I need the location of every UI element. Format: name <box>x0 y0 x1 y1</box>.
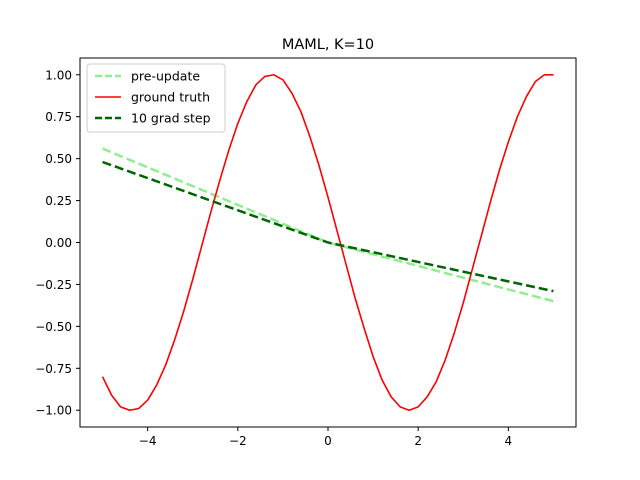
legend: pre-update ground truth 10 grad step <box>86 63 226 133</box>
chart-title: MAML, K=10 <box>282 37 374 53</box>
x-tick-label: 0 <box>324 434 332 448</box>
legend-label-ground-truth: ground truth <box>131 90 210 105</box>
x-tick-label: −4 <box>139 434 157 448</box>
series-line-ground-truth <box>101 73 554 412</box>
y-tick-label: −0.75 <box>35 362 72 376</box>
series-line-10-grad-step <box>102 160 554 293</box>
legend-box <box>86 63 226 133</box>
y-tick-label: −0.50 <box>35 320 72 334</box>
x-tick-label: 4 <box>505 434 513 448</box>
y-tick-label: 0.75 <box>45 110 72 124</box>
ticks-layer: −4 −2 0 2 4 −1.00 −0.75 −0.50 −0.25 0.00 0.25 0.50 0… <box>35 68 512 448</box>
y-tick-label: 1.00 <box>45 68 72 82</box>
y-tick-label: 0.00 <box>45 236 72 250</box>
y-tick-label: 0.50 <box>45 152 72 166</box>
x-tick-label: −2 <box>229 434 247 448</box>
y-tick-label: 0.25 <box>45 194 72 208</box>
series-layer <box>101 73 554 412</box>
x-tick-label: 2 <box>414 434 422 448</box>
series-line-pre-update <box>102 147 554 303</box>
legend-label-10-grad-step: 10 grad step <box>131 111 211 126</box>
legend-label-pre-update: pre-update <box>131 69 200 84</box>
y-tick-label: −0.25 <box>35 278 72 292</box>
y-tick-label: −1.00 <box>35 404 72 418</box>
